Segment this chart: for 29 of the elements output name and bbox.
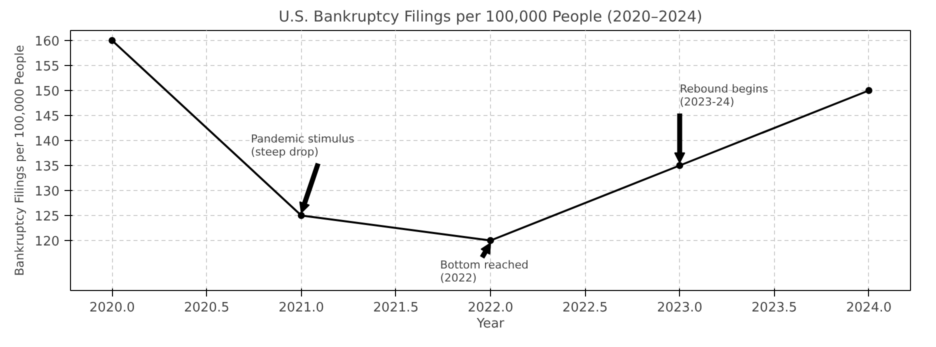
annotation: Bottom reached (2022) bbox=[440, 258, 529, 285]
y-tick-label: 150 bbox=[34, 84, 60, 100]
point bbox=[865, 87, 872, 94]
x-tick-label: 2021.0 bbox=[278, 300, 324, 316]
x-tick-label: 2022.0 bbox=[468, 300, 514, 316]
y-tick-label: 120 bbox=[34, 234, 60, 250]
x-tick-label: 2020.5 bbox=[184, 300, 230, 316]
point bbox=[108, 37, 116, 44]
y-tick-label: 135 bbox=[34, 160, 60, 174]
point bbox=[298, 212, 305, 219]
y-tick-label: 145 bbox=[34, 110, 60, 124]
x-axis-title: Year bbox=[476, 316, 505, 332]
y-tick-label: 160 bbox=[34, 34, 60, 50]
x-tick-label: 2020.0 bbox=[89, 300, 135, 316]
x-tick-label: 2023.0 bbox=[656, 300, 702, 316]
point bbox=[676, 162, 684, 169]
x-tick-label: 2022.5 bbox=[562, 300, 608, 316]
y-tick-label: 130 bbox=[34, 184, 60, 200]
annotation: Pandemic stimulus (steep drop) bbox=[250, 132, 355, 158]
annotation: Rebound begins (2023-24) bbox=[680, 82, 768, 108]
chart-title: U.S. Bankruptcy Filings per 100,000 People (2020–2024) bbox=[278, 8, 702, 26]
y-axis-title: Bankruptcy Filings per 100,000 People bbox=[12, 45, 27, 276]
x-tick-label: 2021.5 bbox=[373, 300, 419, 316]
x-tick-label: 2023.5 bbox=[752, 300, 798, 316]
y-tick-label: 140 bbox=[34, 134, 60, 150]
y-tick-label: 155 bbox=[34, 60, 60, 74]
x-tick-label: 2024.0 bbox=[846, 300, 892, 316]
y-tick-label: 125 bbox=[34, 210, 60, 224]
point bbox=[487, 237, 494, 244]
